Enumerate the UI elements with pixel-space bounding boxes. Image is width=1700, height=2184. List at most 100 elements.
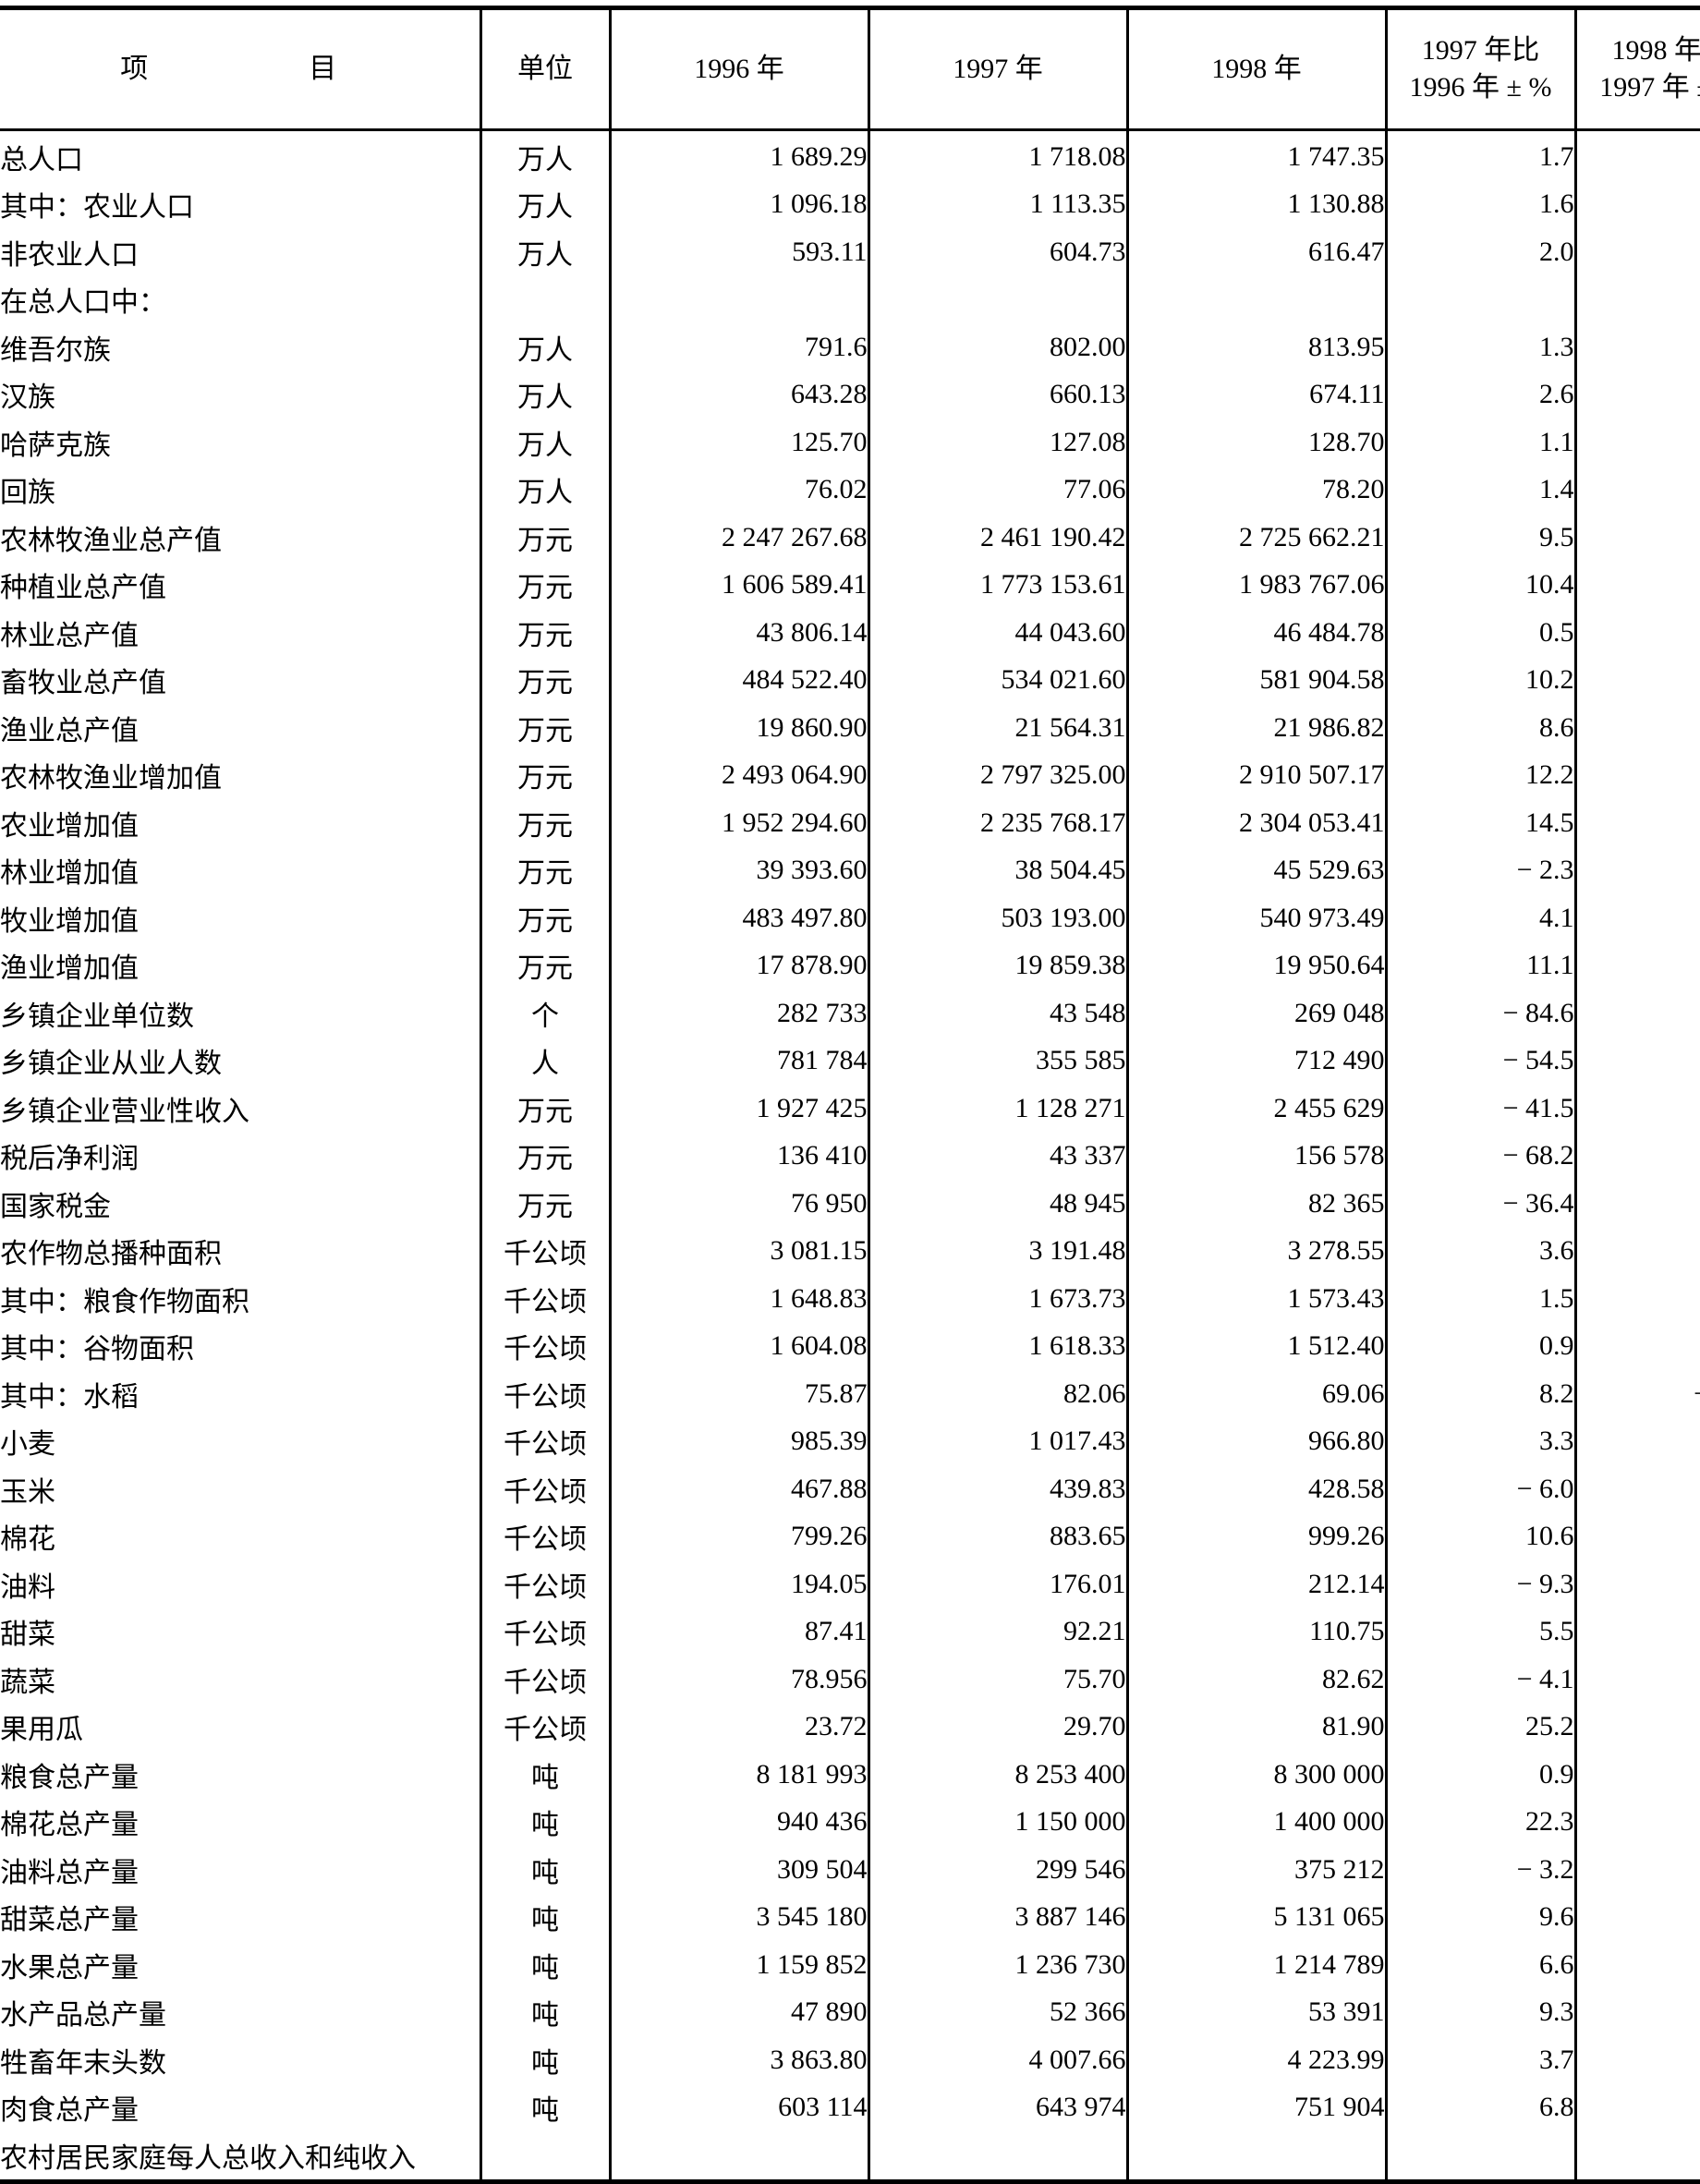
row-value-1997: 1 150 000 [868, 1799, 1127, 1847]
row-pct-1998-vs-1997: − 5.0 [1575, 1418, 1700, 1466]
row-value-1996: 483 497.80 [610, 894, 868, 942]
row-pct-1997-vs-1996: 3.7 [1386, 2036, 1575, 2084]
table-header: 项 目 单位 1996 年 1997 年 1998 年 1997 年比 1996… [0, 8, 1700, 130]
row-item-label: 回族 [0, 467, 480, 515]
row-item-label: 税后净利润 [0, 1133, 480, 1181]
row-value-1996: 1 952 294.60 [610, 799, 868, 847]
row-value-1996: 1 689.29 [610, 130, 868, 181]
row-value-1997: 643 974 [868, 2084, 1127, 2132]
row-pct-1997-vs-1996: 4.1 [1386, 894, 1575, 942]
row-value-1998: 751 904 [1127, 2084, 1386, 2132]
row-value-1998: 8 300 000 [1127, 1751, 1386, 1799]
row-value-1996: 799.26 [610, 1513, 868, 1561]
row-value-1997: 38 504.45 [868, 847, 1127, 895]
row-value-1996: 1 096.18 [610, 181, 868, 229]
row-unit: 万元 [480, 894, 610, 942]
row-pct-1998-vs-1997: 9.1 [1575, 1656, 1700, 1704]
row-item-label: 水产品总产量 [0, 1989, 480, 2037]
row-pct-1998-vs-1997: 25.3 [1575, 1846, 1700, 1894]
row-unit: 万元 [480, 1180, 610, 1228]
row-value-1997: 1 017.43 [868, 1418, 1127, 1466]
row-pct-1997-vs-1996: 5.5 [1386, 1608, 1575, 1656]
row-pct-1998-vs-1997: 4.0 [1575, 752, 1700, 800]
row-value-1997: 802.00 [868, 323, 1127, 371]
row-pct-1997-vs-1996: 12.2 [1386, 752, 1575, 800]
row-value-1998: 999.26 [1127, 1513, 1386, 1561]
row-item-label: 水果总产量 [0, 1941, 480, 1989]
row-item-label: 农林牧渔业增加值 [0, 752, 480, 800]
row-value-1998: 1 400 000 [1127, 1799, 1386, 1847]
row-value-1998: 712 490 [1127, 1037, 1386, 1086]
row-unit: 万人 [480, 467, 610, 515]
row-value-1997: 29.70 [868, 1704, 1127, 1752]
row-value-1997: 52 366 [868, 1989, 1127, 2037]
row-pct-1998-vs-1997: 20.5 [1575, 1560, 1700, 1608]
row-value-1996: 2 247 267.68 [610, 514, 868, 562]
row-pct-1998-vs-1997: 2.1 [1575, 371, 1700, 419]
row-value-1996: 3 863.80 [610, 2036, 868, 2084]
column-header-year-1996: 1996 年 [610, 8, 868, 130]
table-row: 在总人口中： [0, 276, 1700, 324]
row-value-1996: 603 114 [610, 2084, 868, 2132]
row-value-1997: 1 128 271 [868, 1085, 1127, 1133]
row-item-label: 乡镇企业从业人数 [0, 1037, 480, 1086]
row-unit: 吨 [480, 1989, 610, 2037]
row-item-label: 牧业增加值 [0, 894, 480, 942]
row-pct-1998-vs-1997: 3.1 [1575, 799, 1700, 847]
row-value-1998: 45 529.63 [1127, 847, 1386, 895]
row-pct-1997-vs-1996: 3.6 [1386, 1228, 1575, 1276]
row-value-1998: 540 973.49 [1127, 894, 1386, 942]
row-value-1996 [610, 276, 868, 324]
row-item-label: 畜牧业总产值 [0, 657, 480, 705]
row-pct-1997-vs-1996: 10.6 [1386, 1513, 1575, 1561]
row-pct-1997-vs-1996: 0.9 [1386, 1751, 1575, 1799]
row-unit: 万人 [480, 228, 610, 276]
row-item-label: 在总人口中： [0, 276, 480, 324]
row-pct-1997-vs-1996: − 9.3 [1386, 1560, 1575, 1608]
pct98-line2: 1997 年 ± % [1577, 69, 1700, 107]
row-value-1996: 125.70 [610, 419, 868, 467]
row-pct-1997-vs-1996: 2.0 [1386, 228, 1575, 276]
row-value-1996: 791.6 [610, 323, 868, 371]
row-value-1996: 1 927 425 [610, 1085, 868, 1133]
row-pct-1998-vs-1997: 5.4 [1575, 2036, 1700, 2084]
row-item-label: 农业增加值 [0, 799, 480, 847]
row-item-label: 小麦 [0, 1418, 480, 1466]
row-value-1998: 82.62 [1127, 1656, 1386, 1704]
row-item-label: 其中：谷物面积 [0, 1323, 480, 1371]
row-value-1997: 1 673.73 [868, 1275, 1127, 1323]
row-pct-1998-vs-1997: 117.6 [1575, 1085, 1700, 1133]
row-unit: 千公顷 [480, 1275, 610, 1323]
row-unit [480, 2131, 610, 2181]
row-value-1997: 92.21 [868, 1608, 1127, 1656]
row-value-1996: 3 081.15 [610, 1228, 868, 1276]
row-item-label: 肉食总产量 [0, 2084, 480, 2132]
row-value-1998: 5 131 065 [1127, 1894, 1386, 1942]
bottom-rule [0, 2181, 1700, 2184]
row-pct-1997-vs-1996: 9.3 [1386, 1989, 1575, 2037]
row-value-1998: 375 212 [1127, 1846, 1386, 1894]
row-value-1997: 43 548 [868, 989, 1127, 1037]
row-value-1998 [1127, 2131, 1386, 2181]
row-unit: 万元 [480, 704, 610, 752]
row-value-1996: 78.956 [610, 1656, 868, 1704]
row-item-label: 总人口 [0, 130, 480, 181]
row-value-1998: 616.47 [1127, 228, 1386, 276]
row-value-1998: 212.14 [1127, 1560, 1386, 1608]
row-pct-1998-vs-1997: 10.7 [1575, 514, 1700, 562]
row-pct-1998-vs-1997: 18.2 [1575, 847, 1700, 895]
row-pct-1998-vs-1997: 175.8 [1575, 1704, 1700, 1752]
row-value-1996: 985.39 [610, 1418, 868, 1466]
row-value-1996: 282 733 [610, 989, 868, 1037]
row-value-1998: 128.70 [1127, 419, 1386, 467]
row-item-label: 汉族 [0, 371, 480, 419]
row-item-label: 果用瓜 [0, 1704, 480, 1752]
row-pct-1998-vs-1997: 2.7 [1575, 1228, 1700, 1276]
row-pct-1997-vs-1996: 8.6 [1386, 704, 1575, 752]
row-pct-1997-vs-1996: 0.5 [1386, 609, 1575, 657]
